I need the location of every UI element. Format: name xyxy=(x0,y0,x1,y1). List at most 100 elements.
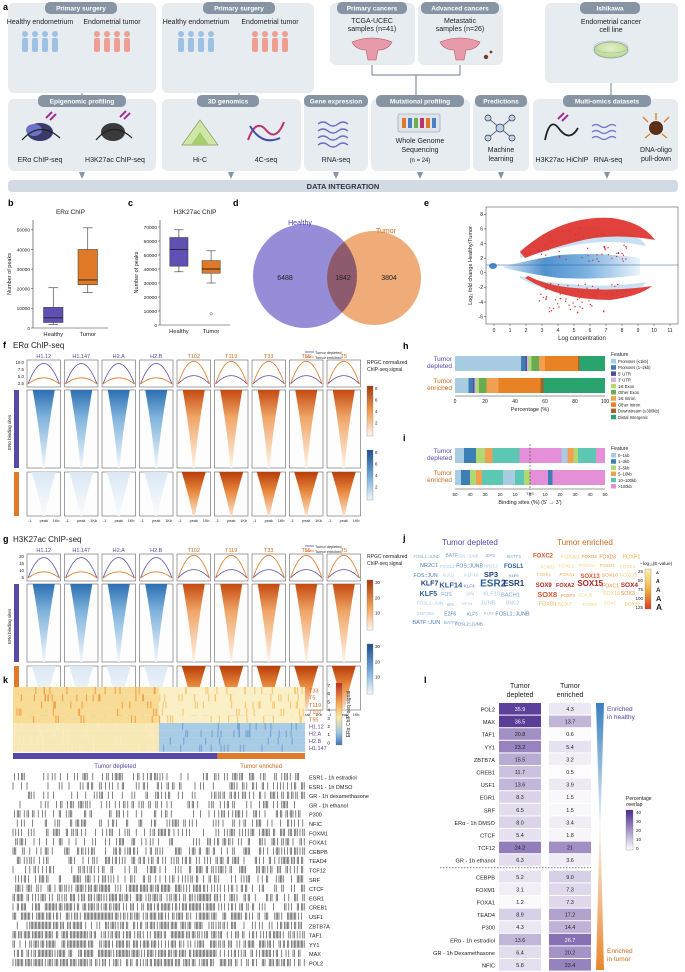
heatmap-cell xyxy=(200,730,202,738)
method-box xyxy=(533,99,678,171)
heatmap-cell xyxy=(255,723,257,731)
heatmap-cell xyxy=(228,715,230,723)
heatmap-signal xyxy=(257,390,280,468)
legend-title: Feature xyxy=(611,352,628,358)
colorbar-tick: 1 xyxy=(327,732,330,738)
motif-word: FOS xyxy=(441,592,452,598)
heatmap-cell xyxy=(21,723,23,731)
venn-diagram: Healthy Tumor 6488 1842 3804 xyxy=(253,220,421,328)
scatter-point xyxy=(601,253,603,255)
heatmap-cell xyxy=(185,730,187,738)
stacked-bar-segment xyxy=(530,470,548,485)
table-cell xyxy=(549,841,591,854)
heatmap-cell xyxy=(47,694,49,702)
sample-label: H1.147 xyxy=(72,354,90,360)
legend-swatch xyxy=(611,383,616,389)
heatmap-cell xyxy=(99,694,101,702)
scatter-point xyxy=(550,283,552,285)
motif-word: FOXA3 xyxy=(561,555,579,561)
scatter-point xyxy=(574,305,576,308)
x-tick-label: peak xyxy=(152,519,160,523)
motif-word: FOS::JUN xyxy=(414,573,438,579)
scatter-point xyxy=(615,255,618,258)
legend-swatch xyxy=(611,408,616,414)
track-hits xyxy=(28,791,305,799)
scatter-point xyxy=(591,285,594,288)
profile-depleted xyxy=(102,363,135,385)
track-label: ESR1 - 1h estradiol xyxy=(309,776,357,782)
panel-letter: l xyxy=(424,675,427,685)
scatter-point xyxy=(549,235,551,237)
heatmap-cell xyxy=(92,744,95,752)
sample-label: H1.12 xyxy=(36,548,51,554)
scatter-point xyxy=(549,307,551,309)
heatmap-cell xyxy=(66,730,69,738)
colorbar-tick: 2 xyxy=(375,421,378,426)
heatmap-cell xyxy=(146,723,148,731)
colorbar-tick: 0 xyxy=(636,846,639,851)
table-cell xyxy=(549,816,591,828)
motif-word: FOS::JUNB xyxy=(456,563,483,569)
heatmap-cell xyxy=(223,744,225,752)
cell-value: 13.7 xyxy=(565,720,576,726)
y-tick-label: 8 xyxy=(480,212,483,218)
heatmap-cell xyxy=(217,730,219,738)
scatter-point xyxy=(588,300,590,302)
heatmap-cell xyxy=(22,737,25,745)
track-hits xyxy=(12,828,305,837)
heatmap-cell xyxy=(231,701,233,709)
ma-density xyxy=(489,263,497,269)
motif-word: FOXA1 xyxy=(560,572,576,577)
heatmap-cell xyxy=(81,744,83,752)
heatmap-cell xyxy=(273,701,275,709)
stacked-bar-segment xyxy=(561,448,568,463)
motif-word: BATF::JUN xyxy=(412,620,440,626)
stacked-bar-segment xyxy=(524,470,530,485)
heatmap-cell xyxy=(290,723,293,731)
heatmap-signal xyxy=(70,584,93,662)
motif-word: SOX4 xyxy=(621,582,639,589)
x-tick-label: peak xyxy=(302,519,310,523)
scatter-point xyxy=(554,299,557,301)
legend-label: 5–10kb xyxy=(618,472,632,477)
panel-title: ERα ChIP-seq xyxy=(13,341,64,350)
track-label: NFIC xyxy=(309,822,322,828)
legend-label: 5' UTR xyxy=(618,371,631,376)
method-item: DNA-oligo xyxy=(640,147,672,154)
motif-word: FOSL1 xyxy=(504,564,524,570)
heatmap-cell xyxy=(301,687,303,695)
legend-swatch xyxy=(611,471,616,477)
heatmap-cell xyxy=(153,687,155,695)
y-tick-label: 0 xyxy=(154,323,157,329)
profile-depleted xyxy=(27,557,60,579)
track-label: GR - 1h dexamethasone xyxy=(309,794,369,800)
wordcloud-title: Tumor depleted xyxy=(442,538,498,547)
cell-value: 1.5 xyxy=(566,795,574,801)
scatter-point xyxy=(565,298,567,300)
heatmap-cell xyxy=(295,701,297,709)
profile-depleted xyxy=(290,375,323,385)
row-label: EGR1 xyxy=(480,796,495,802)
x-axis-label: Percentage (%) xyxy=(511,407,549,413)
legend-swatch xyxy=(611,453,616,458)
heatmap-cell xyxy=(217,723,219,731)
heatmap-cell xyxy=(183,737,185,745)
heatmap-signal xyxy=(257,584,280,662)
profile-depleted xyxy=(102,557,135,579)
heatmap-row-label: H1.12 xyxy=(309,725,324,731)
motif-word: FOSL2::JUNB xyxy=(455,621,483,626)
cell-value: 24.2 xyxy=(515,846,526,852)
heatmap-cell xyxy=(300,715,302,723)
sample-label: T33 xyxy=(264,354,273,360)
panel-title: H3K27ac ChIP-seq xyxy=(13,535,81,544)
profile-enriched xyxy=(140,377,173,385)
table-cell xyxy=(499,870,541,883)
cell-value: 26.7 xyxy=(565,938,576,944)
heatmap-cell xyxy=(214,694,216,702)
track-hits xyxy=(12,931,305,939)
source-box xyxy=(330,3,415,65)
motif-word: ESR2 xyxy=(480,578,507,589)
stacked-bar-segment xyxy=(476,470,482,485)
heatmap-cell xyxy=(92,694,94,702)
scatter-point xyxy=(561,230,564,233)
